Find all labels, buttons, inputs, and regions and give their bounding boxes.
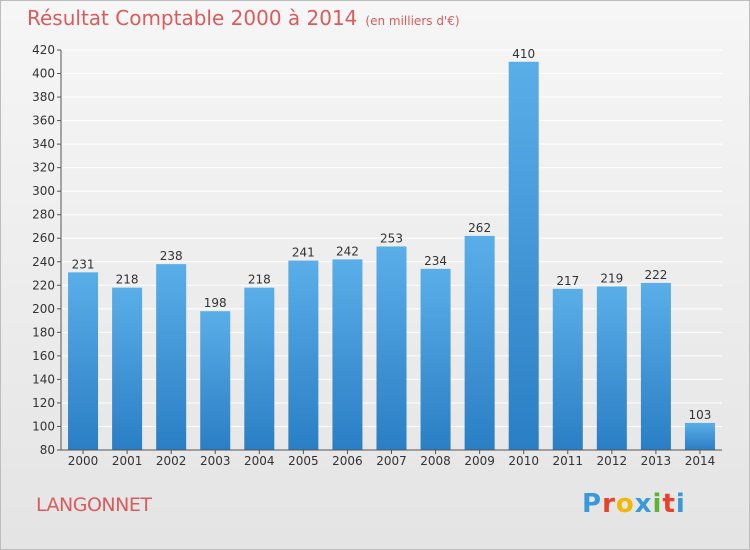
- bar-value-label: 231: [72, 257, 95, 271]
- brand-letter: x: [634, 489, 653, 519]
- y-tick-label: 340: [32, 137, 55, 151]
- y-tick-label: 160: [32, 349, 55, 363]
- y-tick-label: 200: [32, 302, 55, 316]
- x-tick-label: 2008: [420, 454, 451, 468]
- x-tick-label: 2009: [464, 454, 495, 468]
- x-tick-label: 2012: [597, 454, 628, 468]
- bar[interactable]: [376, 246, 407, 450]
- y-tick-label: 240: [32, 255, 55, 269]
- x-tick-label: 2014: [685, 454, 716, 468]
- brand-letter: P: [582, 489, 603, 519]
- bar-value-label: 222: [644, 268, 667, 282]
- y-tick-label: 260: [32, 231, 55, 245]
- brand-letter: t: [662, 489, 676, 519]
- bar[interactable]: [200, 311, 231, 450]
- bar[interactable]: [68, 272, 99, 450]
- bar[interactable]: [244, 287, 275, 450]
- axes: 80 100 120 140 160 180 200 220 240 260 280 300 320 34…: [32, 43, 722, 468]
- bar-value-label: 217: [556, 274, 579, 288]
- bar-value-label: 218: [248, 273, 271, 287]
- brand-logo[interactable]: Proxiti: [582, 489, 686, 519]
- y-tick-label: 400: [32, 67, 55, 81]
- x-tick-label: 2010: [508, 454, 539, 468]
- bar-value-label: 234: [424, 254, 447, 268]
- bar[interactable]: [684, 422, 715, 450]
- bar[interactable]: [332, 259, 363, 450]
- bar-value-label: 219: [600, 271, 623, 285]
- bar-value-label: 241: [292, 246, 315, 260]
- x-tick-label: 2005: [288, 454, 319, 468]
- brand-letter: r: [602, 489, 616, 519]
- bar[interactable]: [640, 282, 671, 450]
- brand-letter: o: [615, 489, 635, 519]
- bar[interactable]: [420, 268, 451, 450]
- x-tick-label: 2001: [112, 454, 143, 468]
- y-tick-label: 360: [32, 114, 55, 128]
- bar-value-label: 410: [512, 47, 535, 61]
- y-tick-label: 320: [32, 161, 55, 175]
- bar[interactable]: [508, 61, 539, 450]
- y-tick-label: 220: [32, 278, 55, 292]
- y-tick-label: 120: [32, 396, 55, 410]
- bar-value-label: 218: [116, 273, 139, 287]
- chart-subtitle: (en milliers d'€): [365, 14, 460, 28]
- y-tick-label: 140: [32, 372, 55, 386]
- bar[interactable]: [156, 264, 187, 450]
- x-tick-label: 2002: [156, 454, 187, 468]
- x-tick-label: 2011: [552, 454, 583, 468]
- y-tick-label: 420: [32, 43, 55, 57]
- place-name: LANGONNET: [36, 494, 152, 516]
- bar-value-label: 262: [468, 221, 491, 235]
- y-tick-label: 280: [32, 208, 55, 222]
- bar-value-label: 242: [336, 244, 359, 258]
- y-tick-label: 300: [32, 184, 55, 198]
- bars: [68, 61, 715, 450]
- bar-value-label: 253: [380, 231, 403, 245]
- y-tick-label: 180: [32, 325, 55, 339]
- bar[interactable]: [552, 288, 583, 450]
- brand-letter: i: [675, 489, 686, 519]
- labels: 231 218 238 198 218 241 242 253 234 262 410 217 219 2…: [72, 47, 712, 422]
- x-tick-label: 2013: [641, 454, 672, 468]
- x-tick-label: 2004: [244, 454, 275, 468]
- bar-value-label: 198: [204, 296, 227, 310]
- bar-value-label: 103: [689, 408, 712, 422]
- y-tick-label: 380: [32, 90, 55, 104]
- bar[interactable]: [112, 287, 143, 450]
- y-tick-label: 80: [40, 443, 55, 457]
- x-tick-label: 2006: [332, 454, 363, 468]
- x-tick-label: 2007: [376, 454, 407, 468]
- brand-letter: i: [652, 489, 663, 519]
- x-tick-label: 2003: [200, 454, 231, 468]
- y-tick-label: 100: [32, 419, 55, 433]
- bar[interactable]: [596, 286, 627, 450]
- chart-title: Résultat Comptable 2000 à 2014 (en millie…: [27, 6, 460, 30]
- bar[interactable]: [288, 260, 319, 450]
- bar-value-label: 238: [160, 249, 183, 263]
- chart-title-text: Résultat Comptable 2000 à 2014: [27, 6, 358, 30]
- x-tick-label: 2000: [68, 454, 99, 468]
- bar[interactable]: [464, 235, 495, 450]
